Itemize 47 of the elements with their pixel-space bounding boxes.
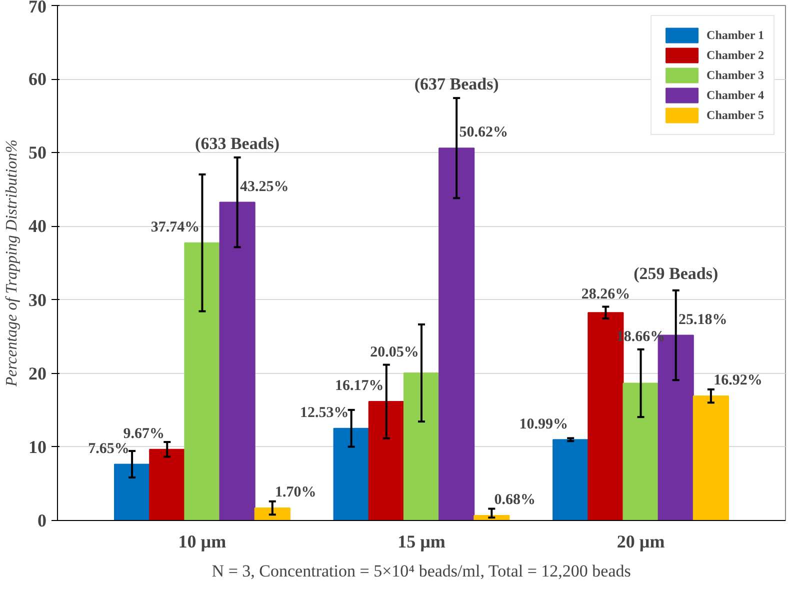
data-label: 28.26% xyxy=(581,286,630,302)
text: N = 3, Concentration = 5×10⁴ beads/ml, Total = 12,200 beads xyxy=(212,562,631,580)
data-label: 0.68% xyxy=(494,492,536,508)
data-label: 7.65% xyxy=(88,440,130,457)
y-tick-label: 40 xyxy=(28,216,46,236)
bar xyxy=(184,242,220,520)
y-axis-title: Percentage of Trapping Distribution% xyxy=(4,140,20,388)
data-label: 9.67% xyxy=(123,426,165,442)
bar xyxy=(149,448,186,520)
data-label: 16.17% xyxy=(335,378,384,394)
data-label: 43.25% xyxy=(240,178,289,195)
bar xyxy=(368,401,404,520)
data-label: 1.70% xyxy=(275,484,316,501)
y-tick-label: 60 xyxy=(28,69,46,90)
y-tick-label: 50 xyxy=(28,142,46,163)
bar xyxy=(552,439,589,520)
bar xyxy=(403,372,440,520)
y-tick-label: 10 xyxy=(28,436,46,457)
annotation: (259 Beads) xyxy=(634,264,718,284)
y-tick-label: 20 xyxy=(28,363,46,384)
annotation: (633 Beads) xyxy=(195,134,280,154)
y-tick-label: 0 xyxy=(38,510,46,530)
bar xyxy=(219,202,256,520)
data-label: 16.92% xyxy=(714,372,762,389)
legend-label: Chamber 5 xyxy=(706,108,764,122)
data-label: 37.74% xyxy=(150,219,200,236)
data-label: 20.05% xyxy=(370,344,419,360)
data-label: 12.53% xyxy=(300,404,349,421)
y-tick-label: 70 xyxy=(28,0,46,16)
data-label: 50.62% xyxy=(459,124,508,141)
x-tick-label: 10 µm xyxy=(178,532,226,552)
x-tick-label: 15 µm xyxy=(398,532,446,552)
bar xyxy=(254,507,290,520)
legend-label: Chamber 1 xyxy=(706,28,764,42)
bar xyxy=(438,148,475,520)
bar xyxy=(692,396,729,520)
data-label: 10.99% xyxy=(519,416,568,432)
y-tick-label: 30 xyxy=(28,290,46,310)
legend-label: Chamber 3 xyxy=(706,68,764,82)
legend-label: Chamber 4 xyxy=(706,88,764,102)
data-label: 25.18% xyxy=(678,312,728,328)
x-tick-label: 20 µm xyxy=(616,532,665,552)
annotation: (637 Beads) xyxy=(414,74,499,94)
legend-label: Chamber 2 xyxy=(706,48,764,62)
bar xyxy=(333,428,370,520)
bar xyxy=(114,464,150,520)
bar xyxy=(622,382,659,520)
